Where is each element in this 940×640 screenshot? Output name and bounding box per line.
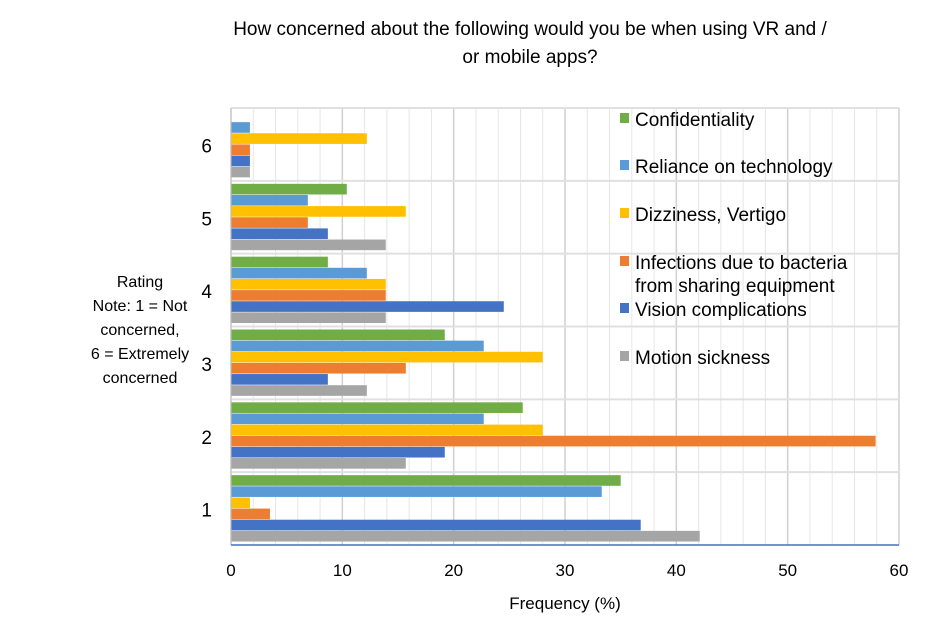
bar-vision-rating-5 [231,228,328,240]
legend-swatch [620,160,629,170]
y-axis-label: 6 = Extremely [91,346,189,363]
y-axis-label: concerned, [100,322,179,339]
y-tick-label: 2 [201,428,212,449]
x-tick-label: 50 [778,561,797,580]
bar-reliance-rating-1 [231,486,602,497]
bar-vision-rating-6 [231,155,250,167]
bar-motion-rating-5 [231,239,386,251]
x-axis-label: Frequency (%) [509,594,620,613]
x-tick-label: 0 [226,561,235,580]
bar-motion-rating-2 [231,458,406,469]
y-tick-label: 5 [201,209,212,230]
bar-vision-rating-4 [231,301,504,312]
bar-infections-rating-2 [231,435,876,447]
bar-dizziness-rating-5 [231,206,406,217]
x-tick-label: 20 [444,561,463,580]
bar-motion-rating-1 [231,530,700,542]
legend-swatch [620,303,629,313]
x-tick-label: 60 [890,561,909,580]
bar-infections-rating-4 [231,290,386,301]
bar-dizziness-rating-1 [231,497,250,509]
bar-vision-rating-1 [231,519,641,531]
legend-swatch [620,351,629,361]
legend-label: Dizziness, Vertigo [635,205,786,226]
legend-swatch [620,113,629,123]
chart-title-line2: or mobile apps? [462,47,597,68]
x-tick-label: 40 [667,561,686,580]
legend-label: Confidentiality [635,110,755,131]
bar-reliance-rating-6 [231,122,250,133]
bar-confidentiality-rating-2 [231,402,523,413]
bar-vision-rating-2 [231,446,445,458]
y-axis-label: Note: 1 = Not [93,298,188,315]
y-axis-label: Rating [117,274,163,291]
chart-title-line1: How concerned about the following would … [233,19,827,40]
y-axis-label: concerned [103,370,178,387]
x-tick-label: 30 [556,561,575,580]
x-tick-label: 10 [333,561,352,580]
bar-infections-rating-6 [231,144,250,156]
bar-dizziness-rating-6 [231,133,367,144]
bar-reliance-rating-4 [231,267,367,279]
legend-swatch [620,208,629,218]
bar-vision-rating-3 [231,374,328,385]
bar-confidentiality-rating-3 [231,329,445,341]
legend-label: Vision complications [635,300,807,321]
bar-confidentiality-rating-4 [231,256,328,268]
bar-reliance-rating-5 [231,194,308,206]
legend-label: Infections due to bacteria from sharing e… [635,253,848,297]
bar-motion-rating-6 [231,166,250,178]
y-tick-label: 6 [201,136,212,157]
bar-reliance-rating-3 [231,340,484,352]
legend-label: Motion sickness [635,348,770,369]
legend-label: Reliance on technology [635,157,833,178]
y-tick-label: 1 [201,501,212,522]
bar-motion-rating-4 [231,312,386,323]
bar-infections-rating-1 [231,508,270,520]
bar-confidentiality-rating-5 [231,183,347,195]
bar-dizziness-rating-4 [231,278,386,290]
bar-reliance-rating-2 [231,413,484,425]
bar-dizziness-rating-3 [231,351,543,363]
y-tick-label: 3 [201,355,212,376]
bar-infections-rating-3 [231,362,406,374]
bar-dizziness-rating-2 [231,424,543,436]
y-tick-label: 4 [201,282,212,303]
bar-confidentiality-rating-1 [231,475,621,486]
bar-infections-rating-5 [231,217,308,228]
legend-swatch [620,256,629,266]
bar-motion-rating-3 [231,385,367,396]
